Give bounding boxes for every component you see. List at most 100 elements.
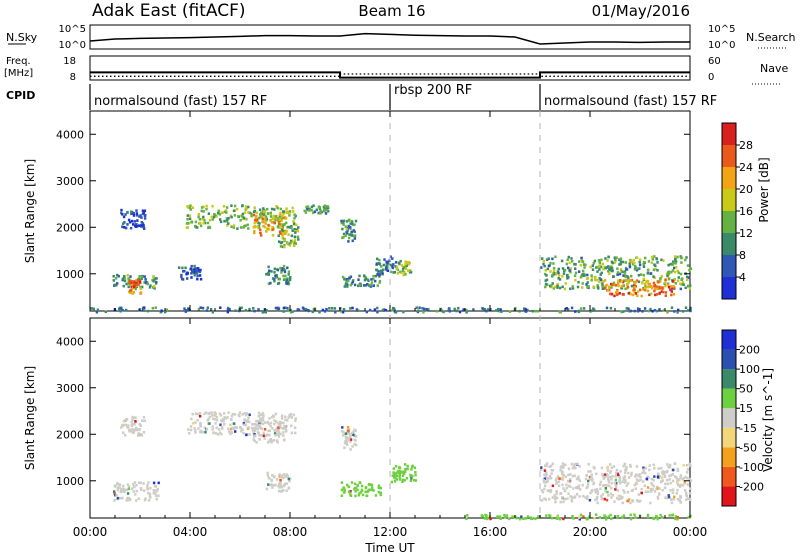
data-cell: [352, 430, 355, 434]
data-cell: [286, 266, 289, 270]
data-cell: [389, 263, 392, 267]
data-cell: [668, 474, 671, 478]
data-cell: [537, 515, 540, 518]
data-cell: [351, 280, 354, 284]
data-cell: [297, 238, 300, 241]
data-cell: [225, 206, 229, 209]
data-cell: [265, 308, 268, 312]
data-cell: [683, 480, 686, 483]
data-cell: [571, 285, 574, 288]
data-cell: [566, 258, 569, 261]
data-cell: [243, 423, 246, 427]
data-cell: [585, 474, 588, 477]
data-cell: [197, 212, 200, 216]
data-cell: [571, 474, 575, 478]
data-cell: [253, 435, 256, 438]
data-cell: [147, 491, 150, 495]
data-cell: [570, 306, 574, 310]
data-cell: [621, 480, 624, 484]
data-cell: [589, 470, 592, 473]
data-cell: [341, 275, 345, 279]
data-cell: [275, 478, 279, 481]
data-cell: [619, 494, 622, 498]
data-cell: [579, 263, 583, 267]
data-cell: [196, 419, 199, 422]
data-cell: [404, 267, 408, 270]
data-cell: [545, 464, 548, 468]
data-cell: [688, 497, 692, 501]
data-cell: [404, 273, 407, 276]
data-cell: [283, 484, 286, 488]
colorbar-tick-label: 50: [739, 383, 753, 396]
data-cell: [404, 467, 407, 471]
data-cell: [645, 280, 648, 283]
data-cell: [465, 308, 468, 312]
data-cell: [135, 428, 138, 432]
data-cell: [631, 500, 635, 503]
data-cell: [206, 221, 210, 225]
colorbar-segment: [722, 466, 736, 487]
data-cell: [590, 473, 593, 476]
data-cell: [279, 432, 282, 436]
data-cell: [377, 490, 381, 494]
data-cell: [499, 308, 502, 311]
data-cell: [342, 433, 345, 437]
data-cell: [289, 412, 293, 416]
data-cell: [286, 242, 289, 245]
data-cell: [671, 473, 674, 476]
data-cell: [549, 270, 552, 273]
data-cell: [118, 486, 121, 489]
data-cell: [264, 219, 268, 222]
data-cell: [190, 276, 193, 279]
data-cell: [678, 478, 681, 482]
data-cell: [194, 431, 197, 434]
data-cell: [343, 277, 346, 281]
data-cell: [270, 270, 273, 273]
data-cell: [196, 277, 199, 281]
data-cell: [278, 230, 282, 233]
data-cell: [606, 490, 609, 494]
data-cell: [95, 310, 99, 314]
data-cell: [343, 446, 346, 449]
data-cell: [565, 262, 568, 266]
data-cell: [244, 205, 248, 208]
data-cell: [557, 480, 561, 483]
data-cell: [342, 491, 346, 494]
data-cell: [409, 479, 413, 483]
data-cell: [274, 219, 277, 222]
data-cell: [181, 277, 184, 281]
data-cell: [545, 473, 548, 476]
colorbar-tick-label: -15: [739, 422, 757, 435]
data-cell: [655, 293, 659, 296]
data-cell: [644, 490, 648, 493]
data-cell: [253, 229, 256, 233]
cpid-boundary-lines: [389, 111, 541, 518]
data-cell: [271, 277, 275, 280]
data-cell: [272, 484, 275, 487]
data-cell: [259, 228, 262, 232]
data-cell: [666, 310, 669, 314]
data-cell: [149, 496, 152, 499]
data-cell: [218, 431, 222, 434]
data-cell: [199, 224, 203, 228]
data-cell: [205, 427, 209, 431]
data-cell: [581, 282, 584, 285]
data-cell: [290, 416, 294, 419]
data-cell: [347, 432, 350, 435]
data-cell: [582, 494, 585, 498]
data-cell: [613, 256, 616, 259]
data-cell: [126, 488, 129, 492]
data-cell: [598, 268, 601, 271]
data-cell: [247, 426, 250, 429]
data-cell: [604, 487, 607, 490]
data-cell: [636, 307, 640, 310]
data-cell: [544, 285, 547, 289]
data-cell: [279, 207, 282, 211]
data-cell: [322, 208, 326, 212]
data-cell: [264, 222, 267, 225]
data-cell: [593, 259, 597, 263]
data-cell: [355, 309, 359, 312]
data-cell: [679, 272, 683, 276]
data-cell: [624, 287, 627, 291]
data-cell: [495, 309, 498, 312]
